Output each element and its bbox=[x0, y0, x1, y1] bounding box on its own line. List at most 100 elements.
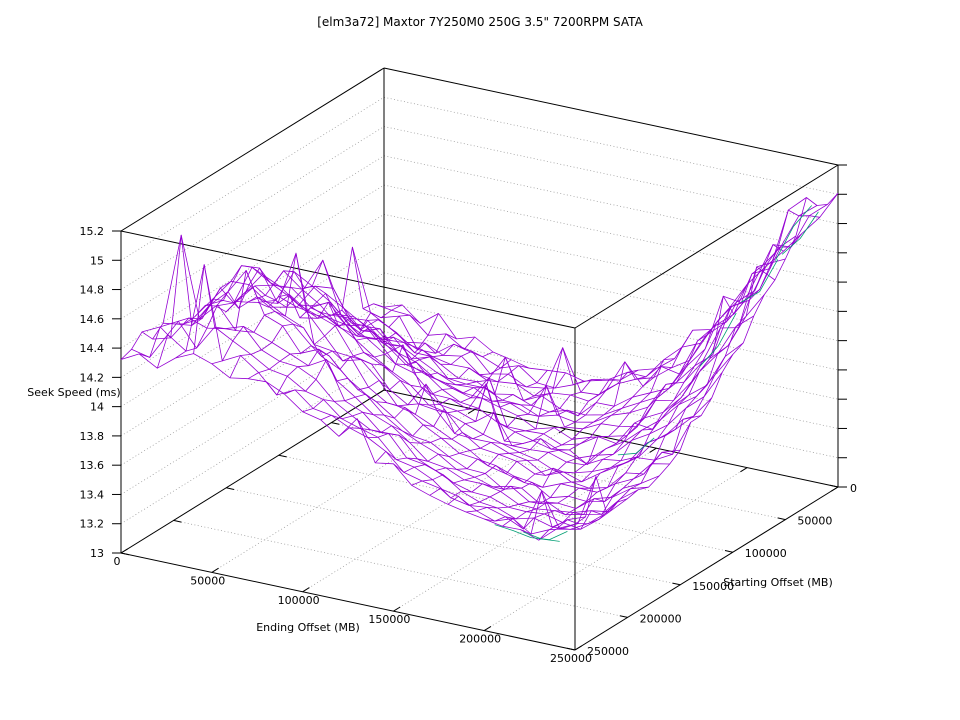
surface-mesh-col bbox=[265, 344, 530, 396]
x-axis-title: Ending Offset (MB) bbox=[256, 621, 360, 634]
base-gridline-x bbox=[484, 467, 748, 631]
wall-gridline-right bbox=[383, 243, 839, 342]
x-tick-label: 0 bbox=[114, 555, 121, 568]
surface-mesh-row bbox=[383, 193, 839, 382]
y-tick bbox=[830, 484, 839, 488]
x-tick-mirror bbox=[376, 389, 385, 395]
box-edge bbox=[574, 164, 839, 329]
surface-mesh-row bbox=[183, 287, 639, 516]
secondary-surface-segment bbox=[617, 437, 655, 456]
y-tick-label: 100000 bbox=[745, 547, 787, 560]
surface-mesh-col bbox=[393, 361, 657, 473]
base-gridline-y bbox=[173, 520, 628, 618]
wall-gridline-right bbox=[383, 213, 839, 312]
y-tick bbox=[567, 647, 576, 651]
wall-gridline-left bbox=[120, 155, 385, 320]
surface-mesh-row bbox=[225, 274, 681, 489]
box-edge bbox=[120, 552, 576, 651]
box-edge bbox=[120, 389, 385, 554]
surface-mesh-col bbox=[447, 329, 712, 506]
base-gridline-y bbox=[278, 454, 733, 553]
x-tick-mirror bbox=[558, 428, 566, 434]
wall-gridline-left bbox=[120, 301, 385, 466]
wall-gridline-left bbox=[120, 331, 385, 495]
surface-mesh-col bbox=[465, 308, 730, 513]
z-tick-label: 14 bbox=[90, 401, 104, 414]
surface-mesh-row bbox=[320, 266, 776, 423]
surface-mesh-col bbox=[156, 265, 421, 369]
z-tick-label: 14.4 bbox=[80, 342, 105, 355]
wall-gridline-left bbox=[120, 243, 385, 407]
x-tick-mirror bbox=[467, 408, 476, 415]
y-tick bbox=[619, 615, 628, 618]
base-gridline-x bbox=[211, 409, 475, 573]
surface-mesh-col bbox=[520, 244, 784, 535]
surface-mesh-col bbox=[574, 193, 839, 525]
y-tick-label: 250000 bbox=[587, 645, 629, 658]
surface-mesh-col bbox=[374, 369, 639, 464]
x-tick-label: 50000 bbox=[190, 574, 225, 587]
plot-graphics: 13 13.2 13.4 13.6 13.8 14 14.2 14.4 14.6 14.8 15 15… bbox=[80, 67, 857, 665]
x-tick-label: 250000 bbox=[550, 652, 592, 665]
z-tick-label: 13.2 bbox=[80, 518, 105, 531]
base-gridline-y bbox=[331, 422, 786, 520]
surface-mesh-row bbox=[194, 280, 649, 509]
secondary-surface-segment bbox=[741, 259, 779, 303]
z-tick-label: 14.6 bbox=[80, 313, 105, 326]
y-tick bbox=[672, 582, 681, 586]
chart-title: [elm3a72] Maxtor 7Y250M0 250G 3.5" 7200R… bbox=[317, 15, 643, 29]
y-tick-mirror bbox=[331, 422, 340, 425]
surface-mesh-col bbox=[538, 233, 803, 541]
surface-mesh-row bbox=[341, 235, 797, 417]
surface-mesh-col bbox=[411, 358, 675, 486]
x-tick-mirror bbox=[830, 486, 839, 492]
surface-mesh-col bbox=[502, 266, 766, 530]
x-tick bbox=[120, 548, 129, 554]
x-tick bbox=[393, 606, 401, 612]
wall-gridline-right bbox=[383, 184, 839, 283]
box-edge bbox=[383, 389, 839, 488]
y-axis-title: Starting Offset (MB) bbox=[723, 576, 833, 589]
surface-mesh-col bbox=[429, 329, 694, 499]
wall-gridline-left bbox=[120, 184, 385, 349]
x-tick-label: 200000 bbox=[459, 633, 501, 646]
surface-mesh-col bbox=[356, 378, 621, 444]
wall-gridline-right bbox=[383, 301, 839, 400]
surface-mesh-row bbox=[205, 252, 660, 502]
surface-mesh-col bbox=[211, 252, 476, 365]
secondary-surface-segment bbox=[775, 205, 813, 261]
y-tick-mirror bbox=[120, 552, 129, 556]
x-tick-mirror bbox=[740, 467, 748, 473]
surface-mesh-row bbox=[120, 353, 576, 541]
y-tick-label: 0 bbox=[850, 482, 857, 495]
surface-mesh-row bbox=[289, 293, 744, 446]
x-tick bbox=[483, 625, 492, 632]
surface-mesh-col bbox=[284, 356, 548, 395]
surface-mesh-col bbox=[484, 284, 748, 522]
x-tick bbox=[302, 587, 310, 593]
wall-gridline-left bbox=[120, 96, 385, 261]
y-tick bbox=[724, 550, 733, 553]
z-tick-label: 13 bbox=[90, 547, 104, 560]
x-tick bbox=[574, 645, 583, 651]
x-tick bbox=[211, 567, 219, 573]
x-tick-mirror bbox=[649, 447, 657, 453]
wall-gridline-left bbox=[120, 214, 385, 378]
box-edge bbox=[120, 67, 385, 232]
x-tick-label: 100000 bbox=[278, 594, 320, 607]
surface-mesh-row bbox=[141, 320, 597, 530]
secondary-surface-segment bbox=[781, 211, 819, 255]
y-tick bbox=[777, 517, 786, 521]
wall-gridline-left bbox=[120, 126, 385, 290]
surface-mesh-row bbox=[373, 204, 828, 389]
surface-mesh-col bbox=[320, 347, 584, 421]
z-tick-label: 13.6 bbox=[80, 459, 105, 472]
z-axis-title: Seek Speed (ms) bbox=[27, 386, 120, 399]
z-tick-label: 13.8 bbox=[80, 430, 105, 443]
box-edge bbox=[120, 230, 576, 329]
y-tick-label: 200000 bbox=[640, 612, 682, 625]
surface-mesh-col bbox=[229, 323, 494, 379]
z-tick-label: 14.2 bbox=[80, 371, 105, 384]
surface-mesh-col bbox=[556, 209, 820, 530]
